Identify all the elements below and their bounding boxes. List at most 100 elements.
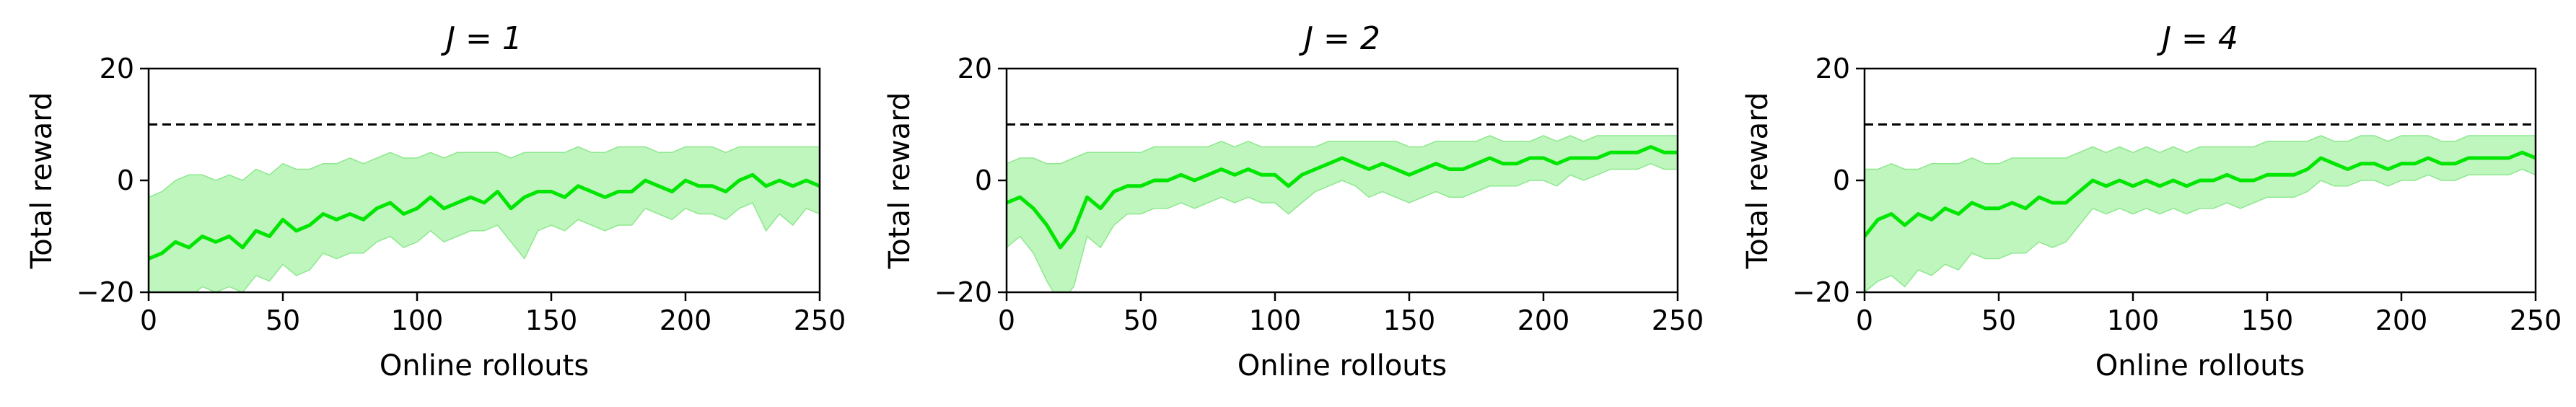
y-axis-label: Total reward <box>25 92 58 270</box>
series-1-point <box>778 179 781 182</box>
x-tick-label: 0 <box>140 305 157 336</box>
series-1-point <box>1112 190 1116 193</box>
series-1-point <box>483 201 486 204</box>
series-1-point <box>1126 184 1129 188</box>
series-1-point <box>455 201 459 204</box>
x-tick-label: 100 <box>2107 305 2160 336</box>
series-1-point <box>1045 224 1048 227</box>
series-1-point <box>1099 206 1103 210</box>
series-1-point <box>522 196 526 199</box>
series-1-point <box>241 246 245 249</box>
series-1-point <box>1219 167 1223 171</box>
series-1-point <box>563 196 566 199</box>
x-tick-label: 100 <box>391 305 444 336</box>
series-1-point <box>254 229 258 232</box>
x-tick-label: 200 <box>660 305 712 336</box>
series-1-point <box>1408 173 1411 177</box>
series-1-point <box>2225 173 2229 177</box>
series-1-point <box>388 201 392 204</box>
x-tick-label: 200 <box>2375 305 2428 336</box>
series-1-point <box>1970 201 1973 204</box>
series-1-point <box>1569 157 1572 159</box>
series-1-point <box>201 235 204 238</box>
series-1-point <box>724 190 727 193</box>
series-1-point <box>1341 157 1344 159</box>
series-1-point <box>1233 173 1237 177</box>
y-tick-label: 20 <box>100 53 134 84</box>
series-1-point <box>1354 162 1357 165</box>
series-1-point <box>1649 145 1652 149</box>
x-tick-label: 150 <box>2241 305 2294 336</box>
series-1-point <box>1152 179 1156 182</box>
series-1-point <box>1434 162 1438 165</box>
plot-area <box>149 146 820 292</box>
chart-title: J = 2 <box>1298 20 1380 57</box>
series-1-point <box>657 184 660 188</box>
series-1-point <box>335 218 338 222</box>
y-axis-label: Total reward <box>1741 92 1774 270</box>
series-1-point <box>1890 212 1893 216</box>
series-1-point <box>2520 151 2524 154</box>
series-1-point <box>1421 167 1424 171</box>
series-1-point <box>684 179 687 182</box>
series-1-point <box>2132 184 2134 188</box>
x-tick-label: 150 <box>525 305 578 336</box>
series-1-point <box>2279 173 2282 177</box>
series-1-point <box>1488 157 1491 159</box>
series-1-point <box>1380 162 1384 165</box>
series-1-point <box>1876 218 1880 222</box>
series-1-point <box>644 179 647 182</box>
series-1-point <box>751 173 754 177</box>
series-1-point <box>2064 201 2067 204</box>
series-1-point <box>791 184 794 188</box>
series-1-point <box>1461 167 1465 171</box>
series-1-point <box>1622 151 1626 154</box>
series-1-point <box>442 206 446 210</box>
series-1-point <box>1502 162 1505 165</box>
series-1-point <box>1595 157 1599 159</box>
series-1-point <box>1260 173 1263 177</box>
series-1-point <box>617 190 620 193</box>
series-1-point <box>1367 167 1371 171</box>
series-1-point <box>1193 179 1196 182</box>
plot-area <box>1007 135 1678 292</box>
series-1-point <box>1636 151 1639 154</box>
x-axis-label: Online rollouts <box>2095 349 2305 382</box>
x-tick-label: 0 <box>1856 305 1873 336</box>
series-1-point <box>1997 206 2000 210</box>
series-1-point <box>1059 246 1062 249</box>
series-1-point <box>187 246 190 249</box>
y-tick-label: −20 <box>934 276 992 308</box>
series-1-point <box>321 212 325 216</box>
x-tick-label: 250 <box>1652 305 1704 336</box>
series-1-point <box>1916 212 1920 216</box>
series-1-point <box>1274 173 1276 177</box>
y-tick-label: −20 <box>76 276 134 308</box>
chart-title: J = 4 <box>2156 20 2238 57</box>
series-1-point <box>1327 162 1331 165</box>
series-1-point <box>1018 196 1022 199</box>
x-tick-label: 50 <box>266 305 300 336</box>
series-1-confidence-band <box>1865 135 2536 292</box>
y-tick-label: 0 <box>1833 165 1850 196</box>
series-1-point <box>281 218 284 222</box>
series-1-point <box>764 184 768 188</box>
series-1-point <box>2373 162 2376 165</box>
series-1-point <box>402 212 406 216</box>
series-1-point <box>2037 196 2041 199</box>
series-1-point <box>2010 201 2014 204</box>
y-tick-label: 20 <box>1815 53 1850 84</box>
series-1-point <box>2158 184 2162 188</box>
plot-area <box>1865 135 2536 292</box>
series-1-point <box>1139 184 1142 188</box>
series-1-point <box>590 190 593 193</box>
series-1-point <box>2185 184 2189 188</box>
y-axis-label: Total reward <box>883 92 916 270</box>
x-tick-label: 150 <box>1383 305 1436 336</box>
series-1-point <box>2051 201 2054 204</box>
series-1-point <box>1246 167 1250 171</box>
series-1-point <box>362 218 365 222</box>
series-1-point <box>2360 162 2363 165</box>
